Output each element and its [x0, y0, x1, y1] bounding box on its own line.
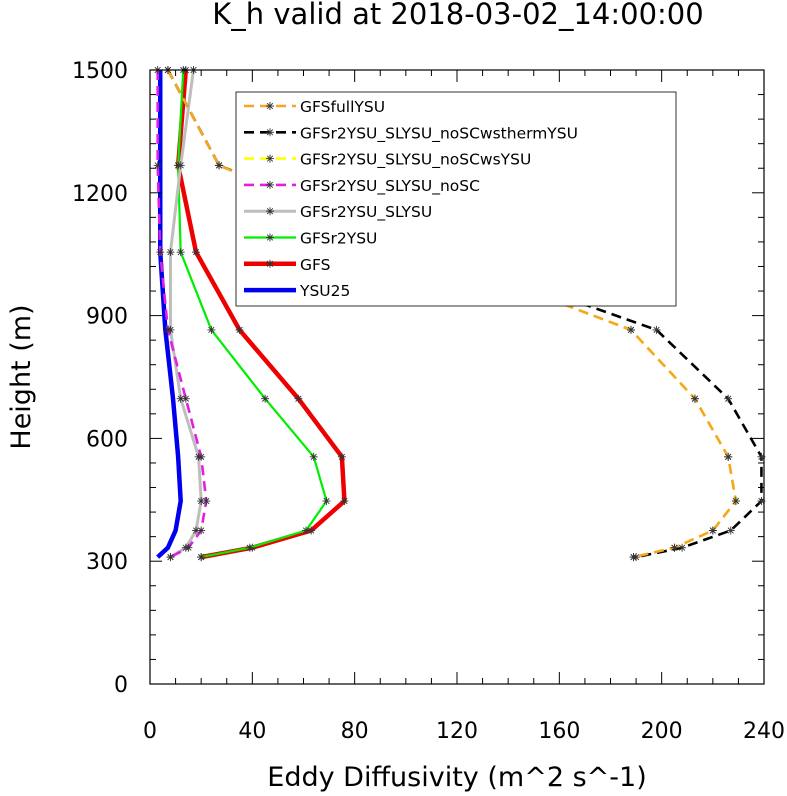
y-tick-labels: 0 300 600 900 1200 1500: [72, 59, 128, 698]
data-point-marker: [197, 526, 206, 535]
data-point-marker: [757, 497, 766, 506]
data-point-marker: [207, 325, 216, 334]
x-tick-label: 40: [238, 719, 266, 744]
series-GFSr2YSU_SLYSU_noSC: [153, 66, 211, 562]
legend-item: GFSr2YSU: [244, 230, 377, 248]
legend-box: [235, 91, 677, 307]
data-point-marker: [266, 259, 274, 268]
legend-label: GFSfullYSU: [300, 98, 385, 116]
legend-item: GFSr2YSU_SLYSU: [244, 203, 432, 222]
legend-item: GFS: [244, 256, 331, 274]
legend-item: GFSr2YSU_SLYSU_noSCwsthermYSU: [244, 124, 578, 143]
legend-label: GFSr2YSU_SLYSU_noSCwsthermYSU: [300, 124, 578, 143]
x-axis-title: Eddy Diffusivity (m^2 s^-1): [267, 762, 646, 793]
series-line: [175, 69, 347, 560]
x-tick-label: 160: [538, 719, 580, 744]
legend-item: GFSfullYSU: [244, 98, 385, 116]
data-point-marker: [156, 248, 165, 257]
data-point-marker: [266, 233, 274, 242]
data-point-marker: [626, 325, 635, 334]
legend-item: YSU25: [244, 282, 350, 300]
data-point-marker: [266, 154, 274, 163]
data-point-marker: [302, 526, 311, 535]
y-axis-title: Height (m): [6, 304, 37, 449]
data-point-marker: [340, 497, 349, 506]
data-point-marker: [337, 452, 346, 461]
series-YSU25: [156, 70, 183, 559]
data-point-marker: [731, 497, 740, 506]
y-tick-label: 600: [86, 427, 128, 452]
legend-item: GFSr2YSU_SLYSU_noSC: [244, 177, 480, 196]
data-point-marker: [724, 452, 733, 461]
series-line: [156, 70, 183, 559]
chart-title: K_h valid at 2018-03-02_14:00:00: [212, 0, 703, 31]
x-tick-label: 80: [341, 719, 369, 744]
series-line: [177, 69, 328, 559]
data-point-marker: [166, 248, 175, 257]
data-point-marker: [690, 394, 699, 403]
data-point-marker: [176, 161, 185, 170]
x-tick-labels: 0 40 80 120 160 200 240: [143, 719, 785, 744]
data-point-marker: [202, 497, 211, 506]
chart-legend: GFSfullYSU GFSr2YSU_SLYSU_noSCwsthermYSU G…: [235, 91, 677, 307]
data-point-marker: [197, 553, 206, 562]
y-tick-label: 1200: [72, 182, 128, 207]
data-point-marker: [184, 543, 193, 552]
data-point-marker: [266, 180, 274, 189]
legend-label: GFSr2YSU_SLYSU: [300, 203, 432, 222]
legend-label: YSU25: [299, 282, 350, 300]
data-point-marker: [757, 452, 766, 461]
data-point-marker: [235, 325, 244, 334]
x-tick-label: 240: [743, 719, 785, 744]
data-point-marker: [261, 394, 270, 403]
data-point-marker: [266, 102, 274, 110]
legend-label: GFSr2YSU: [300, 230, 377, 248]
data-point-marker: [266, 128, 274, 137]
data-point-marker: [652, 325, 661, 334]
data-point-marker: [181, 394, 190, 403]
y-tick-label: 1500: [72, 59, 128, 84]
legend-label: GFSr2YSU_SLYSU_noSC: [300, 177, 480, 196]
data-point-marker: [197, 452, 206, 461]
legend-label: GFSr2YSU_SLYSU_noSCwsYSU: [300, 151, 531, 170]
series-GFSfullYSU: [163, 66, 740, 562]
series-line: [156, 70, 208, 559]
data-point-marker: [153, 161, 162, 170]
data-point-marker: [245, 543, 254, 552]
data-point-marker: [294, 394, 303, 403]
data-point-marker: [708, 526, 717, 535]
data-point-marker: [215, 161, 224, 170]
y-tick-label: 300: [86, 550, 128, 575]
legend-label: GFS: [300, 256, 331, 274]
data-point-marker: [176, 248, 185, 257]
legend-item: GFSr2YSU_SLYSU_noSCwsYSU: [244, 151, 531, 170]
data-point-marker: [726, 526, 735, 535]
data-point-marker: [166, 553, 175, 562]
data-point-marker: [678, 543, 687, 552]
data-point-marker: [176, 394, 185, 403]
plot-frame: [149, 69, 765, 685]
data-point-marker: [266, 207, 274, 216]
x-tick-label: 120: [436, 719, 478, 744]
y-tick-label: 0: [114, 673, 128, 698]
series-line: [166, 69, 738, 559]
x-tick-label: 200: [641, 719, 683, 744]
series-line: [168, 69, 203, 559]
data-point-marker: [309, 452, 318, 461]
series-GFSr2YSU_SLYSU: [166, 66, 206, 562]
data-point-marker: [670, 543, 679, 552]
data-point-marker: [322, 497, 331, 506]
data-point-marker: [192, 248, 201, 257]
data-point-marker: [724, 394, 733, 403]
y-tick-label: 900: [86, 305, 128, 330]
x-tick-label: 0: [143, 719, 157, 744]
data-point-marker: [163, 325, 172, 334]
data-point-marker: [629, 553, 638, 562]
